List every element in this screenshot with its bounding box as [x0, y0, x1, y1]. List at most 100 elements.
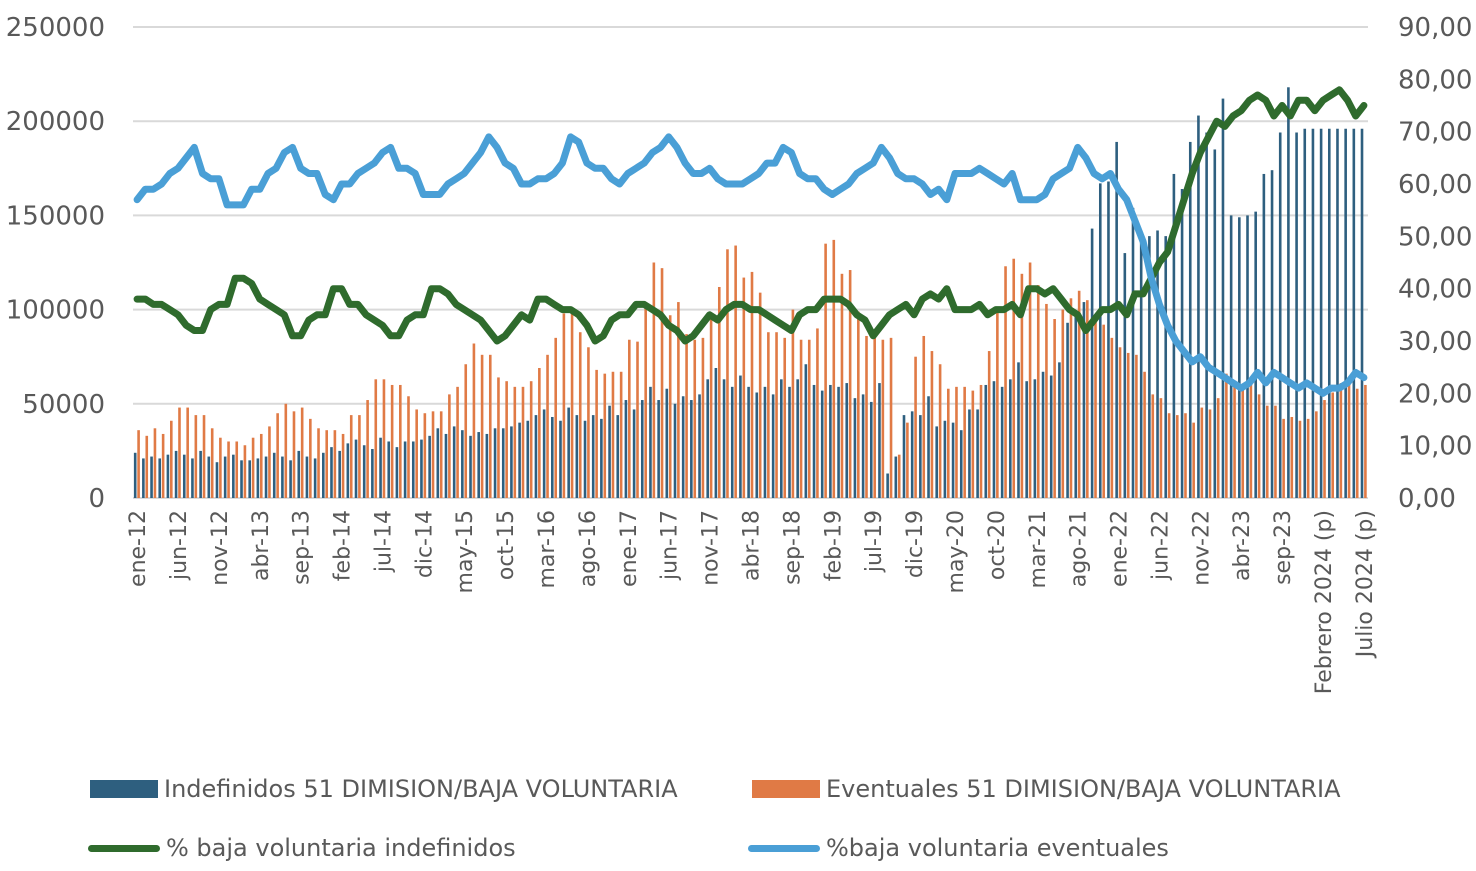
bar-indefinidos — [959, 430, 963, 498]
bar-eventuales — [1355, 388, 1359, 498]
bar-eventuales — [1298, 420, 1302, 498]
bar-indefinidos — [771, 394, 775, 498]
bar-eventuales — [227, 441, 230, 498]
bar-indefinidos — [1352, 128, 1356, 498]
bar-eventuales — [1118, 347, 1122, 498]
y-right-tick-label: 0,00 — [1398, 484, 1456, 514]
bar-eventuales — [693, 339, 697, 498]
bar-indefinidos — [1082, 302, 1086, 498]
bar-eventuales — [726, 249, 729, 498]
bar-indefinidos — [837, 386, 840, 498]
legend-item-indefinidos[interactable]: Indefinidos 51 DIMISION/BAJA VOLUNTARIA — [90, 775, 678, 803]
bar-indefinidos — [142, 458, 145, 498]
bar-eventuales — [431, 411, 435, 498]
bar-indefinidos — [411, 441, 415, 498]
bar-indefinidos — [207, 456, 211, 498]
x-tick-label: abr-23 — [1230, 510, 1255, 581]
bar-eventuales — [235, 441, 239, 498]
bar-indefinidos — [665, 388, 669, 498]
bar-indefinidos — [992, 381, 996, 498]
bar-indefinidos — [845, 383, 849, 498]
y-left-tick-label: 100000 — [6, 296, 105, 326]
bar-eventuales — [1315, 411, 1318, 498]
bar-indefinidos — [1049, 375, 1053, 498]
y-left-tick-label: 250000 — [6, 13, 105, 43]
bar-eventuales — [906, 422, 909, 498]
bar-indefinidos — [485, 433, 489, 498]
bar-indefinidos — [182, 454, 186, 498]
bar-indefinidos — [657, 400, 660, 498]
bar-indefinidos — [362, 445, 366, 498]
bar-indefinidos — [600, 418, 603, 498]
legend-item-pct-indefinidos[interactable]: % baja voluntaria indefinidos — [88, 834, 516, 862]
bars — [133, 87, 1367, 499]
bar-eventuales — [1331, 392, 1334, 498]
lines — [133, 86, 1368, 397]
bar-eventuales — [292, 411, 296, 498]
bar-indefinidos — [894, 456, 898, 498]
bar-indefinidos — [379, 437, 382, 498]
bar-eventuales — [1004, 266, 1007, 498]
bar-indefinidos — [1131, 207, 1135, 498]
bar-eventuales — [758, 292, 762, 498]
bar-eventuales — [480, 354, 484, 498]
bar-indefinidos — [919, 415, 922, 498]
bar-eventuales — [644, 302, 647, 498]
bar-eventuales — [832, 239, 836, 498]
bar-indefinidos — [853, 398, 857, 498]
bar-indefinidos — [624, 400, 628, 498]
bar-eventuales — [546, 354, 549, 498]
bar-eventuales — [1364, 384, 1367, 498]
x-tick-label: jun-17 — [658, 510, 683, 581]
bar-eventuales — [914, 356, 917, 498]
bar-eventuales — [848, 270, 852, 498]
bar-indefinidos — [861, 394, 865, 498]
bar-eventuales — [145, 435, 149, 498]
x-tick-label: nov-22 — [1189, 510, 1214, 586]
bar-eventuales — [137, 430, 140, 498]
bar-eventuales — [1077, 290, 1081, 498]
bar-indefinidos — [1213, 149, 1217, 498]
bar-indefinidos — [232, 454, 235, 498]
bar-indefinidos — [722, 379, 726, 498]
y-right-tick-label: 70,00 — [1398, 118, 1472, 148]
bar-indefinidos — [1090, 228, 1094, 498]
bar-indefinidos — [1205, 132, 1208, 498]
bar-indefinidos — [493, 428, 497, 498]
x-axis: ene-12 jun-12 nov-12 abr-13 sep-13 feb-14 jul-… — [126, 510, 1378, 694]
bar-indefinidos — [371, 449, 374, 498]
bar-indefinidos — [935, 426, 939, 498]
bar-indefinidos — [1188, 141, 1192, 498]
bar-eventuales — [857, 311, 860, 498]
x-tick-label: feb-19 — [821, 510, 846, 581]
bar-eventuales — [938, 364, 942, 498]
bar-indefinidos — [1164, 236, 1168, 498]
bar-indefinidos — [1254, 211, 1257, 498]
bar-indefinidos — [281, 456, 284, 498]
bar-eventuales — [1306, 418, 1310, 498]
bar-indefinidos — [346, 443, 350, 498]
bar-indefinidos — [256, 458, 260, 498]
bar-eventuales — [1208, 409, 1212, 498]
bar-indefinidos — [461, 430, 464, 498]
bar-indefinidos — [943, 420, 947, 498]
y-right-tick-label: 20,00 — [1398, 379, 1472, 409]
bar-eventuales — [210, 428, 214, 498]
bar-eventuales — [1257, 394, 1261, 498]
bar-indefinidos — [616, 415, 620, 498]
bar-indefinidos — [804, 364, 808, 498]
bar-eventuales — [1028, 262, 1032, 498]
bar-indefinidos — [436, 428, 440, 498]
x-tick-label: ene-12 — [126, 510, 151, 587]
bar-indefinidos — [1311, 128, 1315, 498]
bar-indefinidos — [313, 458, 317, 498]
bar-indefinidos — [501, 428, 505, 498]
legend-item-eventuales[interactable]: Eventuales 51 DIMISION/BAJA VOLUNTARIA — [752, 775, 1341, 803]
x-tick-label: jul-19 — [862, 510, 887, 573]
bar-eventuales — [979, 384, 983, 498]
bar-indefinidos — [387, 441, 391, 498]
bar-eventuales — [775, 332, 778, 498]
bar-indefinidos — [1123, 253, 1127, 498]
bar-eventuales — [1282, 418, 1285, 498]
legend-item-pct-eventuales[interactable]: %baja voluntaria eventuales — [748, 834, 1169, 862]
